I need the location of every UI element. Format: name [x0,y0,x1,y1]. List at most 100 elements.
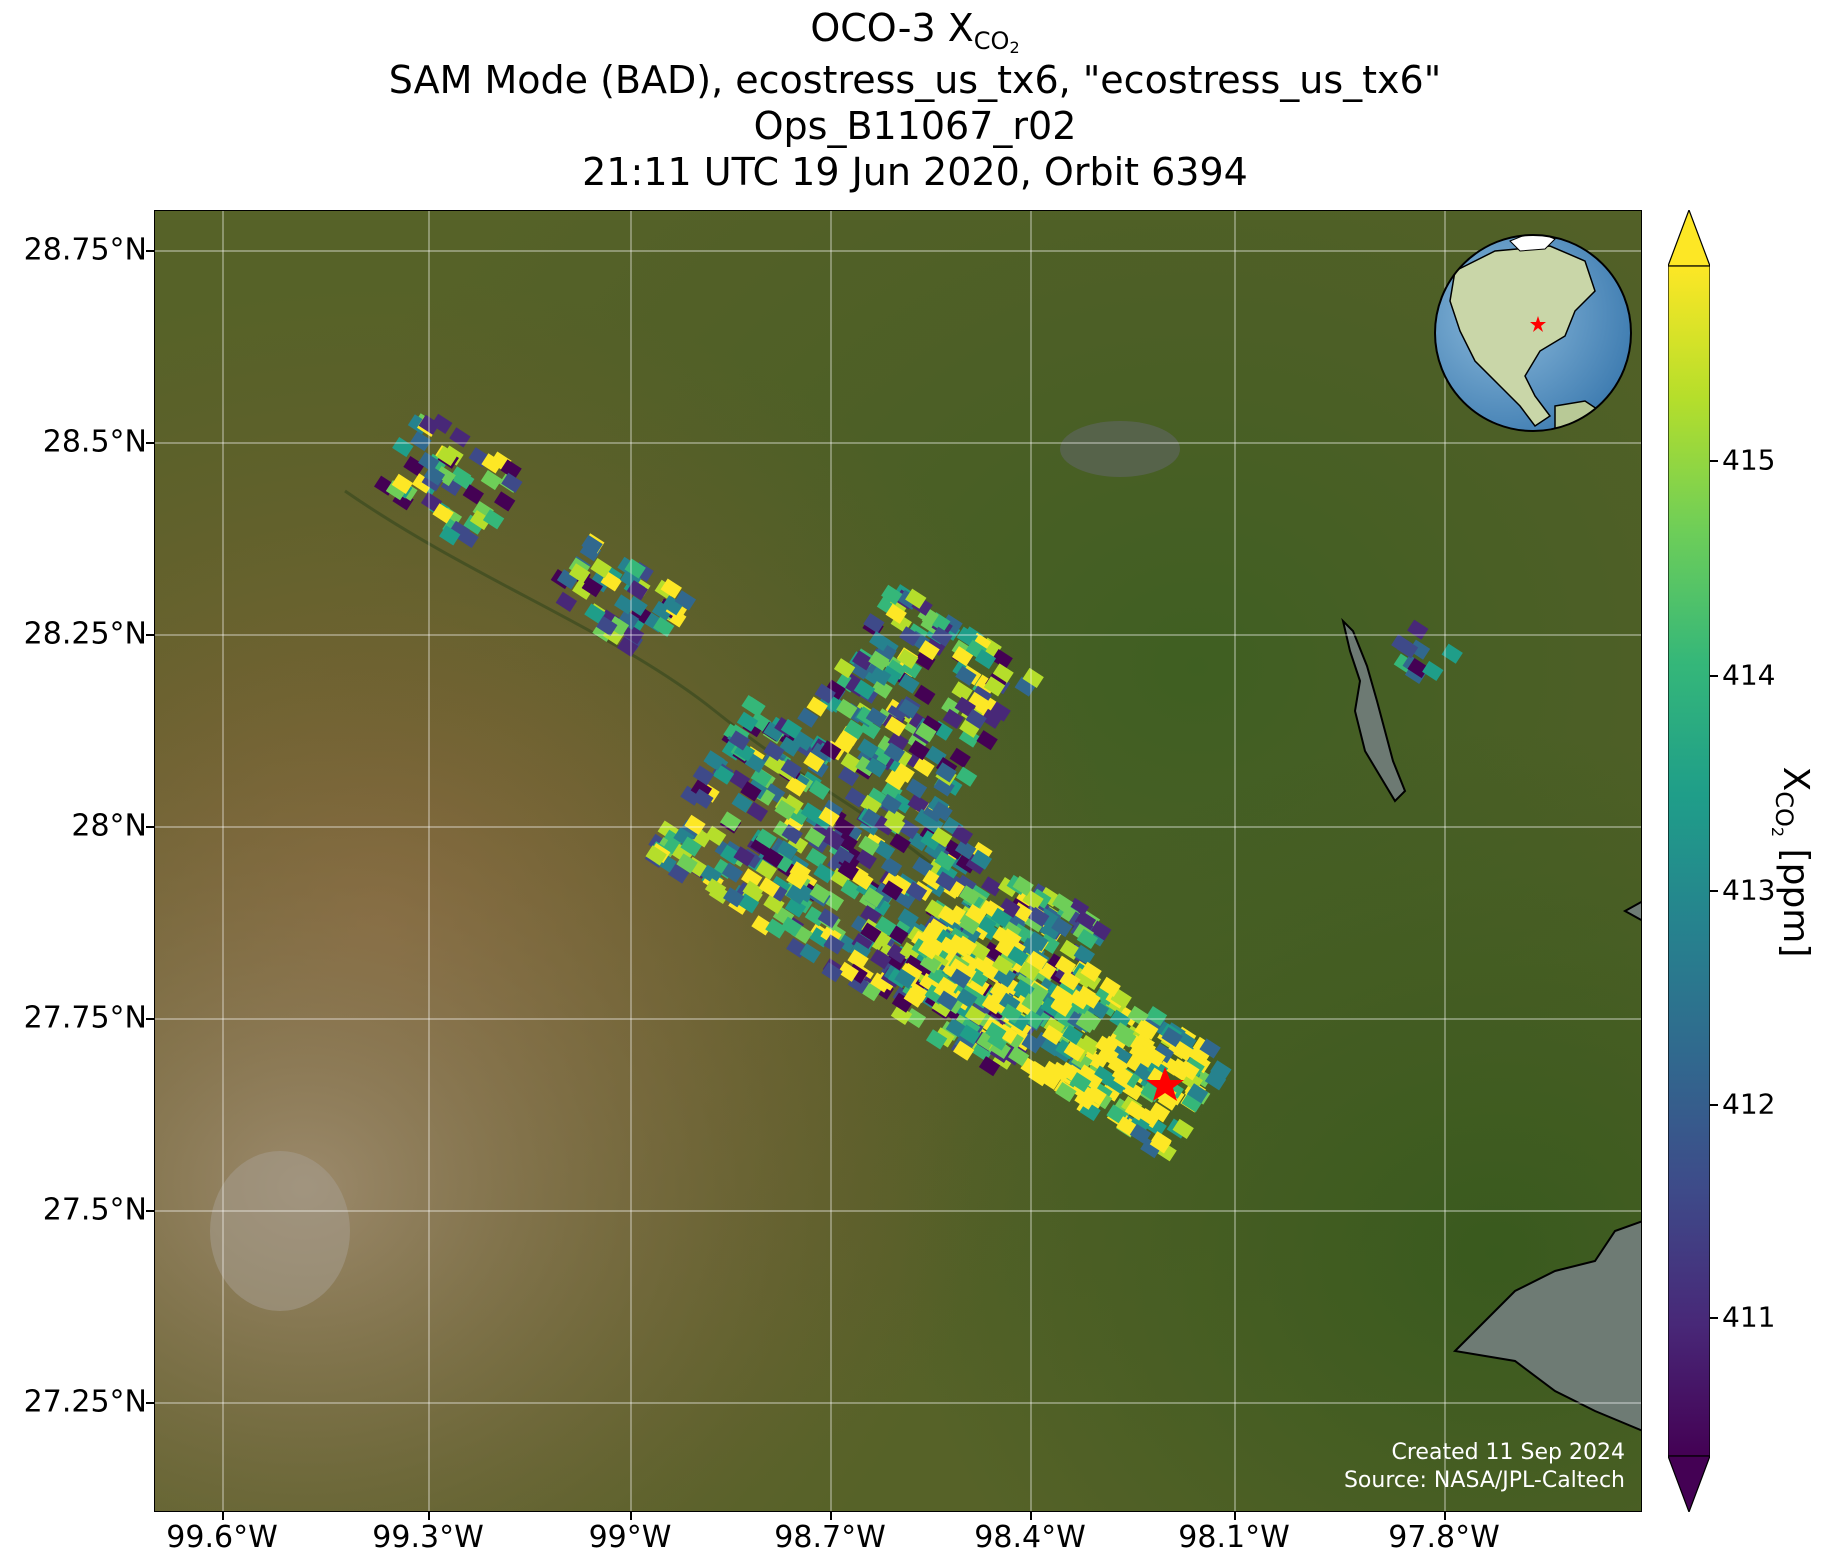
xco2-sounding-cell [626,595,648,617]
xco2-sounding-cell [890,874,912,895]
colorbar-tick-label: 411 [1722,1300,1776,1334]
xco2-sounding-cell [922,869,944,891]
xco2-sounding-cell [1081,1070,1103,1091]
chart-title-line-2: SAM Mode (BAD), ecostress_us_tx6, "ecost… [388,58,1442,102]
xco2-sounding-cell [899,942,921,963]
xco2-sounding-cell [626,580,649,601]
xco2-sounding-cell [865,707,888,728]
xco2-sounding-cell [676,853,698,874]
xco2-sounding-cell [874,815,896,836]
xco2-sounding-cell [746,801,769,822]
xco2-sounding-cell [651,600,674,622]
xco2-sounding-cell [737,893,760,914]
xco2-sounding-cell [806,696,828,717]
longitude-label: 98.1°W [1178,1520,1290,1555]
xco2-sounding-cell [1189,1053,1211,1074]
xco2-sounding-cell [1210,1060,1232,1081]
xco2-sounding-cell [1007,946,1029,967]
xco2-sounding-cell [803,751,825,773]
xco2-sounding-cell [692,788,714,809]
xco2-sounding-cell [1073,944,1096,965]
xco2-sounding-cell [645,845,667,866]
xco2-sounding-cell [891,793,913,814]
xco2-sounding-cell [662,595,684,616]
xco2-sounding-cell [391,473,413,494]
xco2-sounding-cell [1145,1006,1168,1027]
xco2-sounding-cell [804,827,826,848]
xco2-sounding-cell [992,955,1014,976]
xco2-sounding-cell [797,707,819,728]
xco2-sounding-cell [980,708,1003,729]
xco2-sounding-cell [704,878,727,899]
xco2-sounding-cell [949,747,971,768]
xco2-sounding-cell [469,510,492,531]
xco2-sounding-cell [568,563,591,584]
xco2-sounding-cell [871,678,893,699]
xco2-sounding-cell [948,958,970,979]
xco2-sounding-cell [870,665,892,686]
xco2-sounding-cell [990,907,1012,928]
xco2-sounding-cell [1051,996,1073,1017]
longitude-tick [222,1512,224,1520]
latitude-tick [146,442,154,444]
xco2-sounding-cell [881,880,904,901]
xco2-sounding-cell [684,814,706,835]
xco2-sounding-cell [1022,667,1044,689]
xco2-sounding-cell [954,839,977,860]
longitude-tick [830,1512,832,1520]
xco2-sounding-cell [965,903,987,925]
xco2-sounding-cell [762,847,784,868]
xco2-sounding-cell [870,972,892,993]
xco2-sounding-cell [817,908,840,929]
xco2-sounding-cell [891,992,914,1013]
xco2-sounding-cell [1134,1019,1156,1041]
xco2-sounding-cell [959,910,981,931]
xco2-sounding-cell [885,770,907,791]
xco2-sounding-cell [799,943,821,964]
xco2-sounding-cell [463,514,485,535]
xco2-sounding-cell [959,717,981,738]
xco2-sounding-cell [616,636,639,657]
xco2-sounding-cell [728,730,751,751]
xco2-sounding-cell [723,887,745,908]
xco2-sounding-cell [763,783,786,804]
xco2-sounding-cell [858,835,880,856]
xco2-sounding-cell [849,941,871,962]
xco2-sounding-cell [1172,1118,1194,1140]
xco2-sounding-cell [898,698,920,719]
xco2-sounding-cell [1054,955,1077,976]
xco2-sounding-cell [924,936,946,957]
xco2-sounding-cell [750,835,772,856]
xco2-sounding-cell [1144,1047,1166,1068]
xco2-sounding-cell [914,808,936,829]
xco2-sounding-cell [885,603,907,624]
xco2-sounding-cell [1027,931,1049,952]
xco2-sounding-cell [863,613,885,634]
longitude-tick [1234,1512,1236,1520]
xco2-sounding-cell [462,484,484,505]
colorbar-tick [1710,890,1718,892]
xco2-sounding-cell [931,626,953,647]
reservoir-outline [1341,617,1407,803]
xco2-sounding-cell [763,721,785,742]
xco2-sounding-cell [501,472,523,493]
xco2-sounding-cell [935,762,957,783]
xco2-sounding-cell [959,885,981,906]
xco2-sounding-cell [836,698,858,719]
xco2-sounding-cell [907,793,929,814]
longitude-tick [630,1512,632,1520]
xco2-sounding-cell [976,730,998,751]
xco2-sounding-cell [899,626,921,647]
map-gridlines [155,211,1641,1511]
xco2-sounding-cell [1129,1123,1152,1145]
xco2-sounding-cell [925,1029,948,1050]
map-panel[interactable] [154,210,1642,1512]
colorbar-tick-label: 414 [1722,658,1776,692]
xco2-sounding-cell [1204,1070,1227,1091]
xco2-sounding-cell [919,953,942,974]
xco2-sounding-cell [480,470,503,491]
xco2-sounding-cell [1095,1035,1117,1056]
xco2-sounding-cell [965,854,988,875]
colorbar-tick-label: 415 [1722,443,1776,477]
latitude-tick [146,1402,154,1404]
